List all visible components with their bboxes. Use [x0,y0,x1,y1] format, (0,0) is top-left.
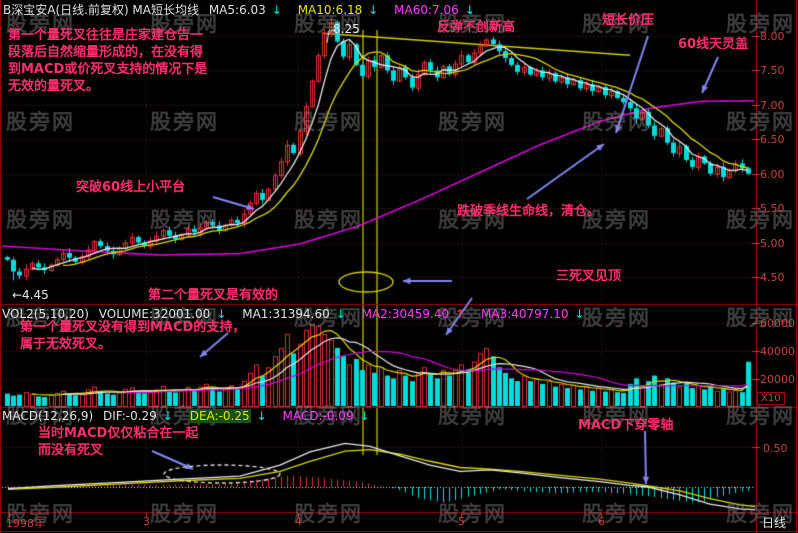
macd-indicator-name: MACD(12,26,9) [2,409,94,423]
volume-axis-label: 20000 [760,373,795,386]
ma5-down-arrow-icon: ↓ [271,3,282,17]
price-axis-label: 5.00 [760,236,785,250]
period-label[interactable]: 日线 [762,516,787,530]
macd-down-arrow-icon: ↓ [359,409,370,423]
ma60-value: MA60:7.06 ↓ [394,3,475,17]
dif-value: DIF:-0.29 ↓ [102,409,173,423]
macd-pane-header: MACD(12,26,9) DIF:-0.29 ↓ DEA:-0.25 ↓ MACD… [2,409,382,423]
volume-axis-label: 40000 [760,345,795,358]
price-axis-label: 8.00 [760,30,785,43]
label-low-price: ←4.45 [12,288,49,302]
label-peak-price: 8.25 [333,22,360,36]
macd-value: MACD:-0.09 ↓ [282,409,370,423]
time-axis-label: 4 [295,515,302,528]
anno-break-season-line: 跌破季线生命线，清仓。 [457,204,601,219]
price-axis-label: 7.00 [760,98,785,112]
price-pane-header: B深宝安A(日线.前复权) MA短长均线 MA5:6.03 ↓ MA10:6.18… [3,1,487,18]
macd-axis-label: 0.50 [763,442,788,455]
anno-breakout-platform: 突破60线上小平台 [76,180,186,195]
ma60-down-arrow-icon: ↓ [464,3,475,17]
vol-ma3-down-arrow-icon: ↓ [574,307,585,321]
anno-three-dead-cross-top: 三死叉见顶 [556,269,622,284]
anno-macd-cross-below-zero: MACD下穿零轴 [578,418,674,433]
volume-unit-badge: X10 [757,392,785,405]
dea-down-arrow-icon: ↓ [256,409,267,423]
price-axis-label: 5.50 [760,202,785,216]
anno-first-volume-cross-note: 第一个量死叉往往是庄家建仓告一 段落后自然缩量形成的，在没有得 到MACD或价死… [8,28,208,94]
price-axis-label: 6.50 [760,133,785,147]
vol-ma1-value: MA1:31394.60 ↓ [242,307,346,321]
dif-down-arrow-icon: ↓ [162,409,173,423]
anno-macd-glued-no-cross: 当时MACD仅仅粘合在一起 而没有死叉 [38,426,199,458]
vol-ma2-up-arrow-icon: ↑ [455,307,466,321]
volume-pane-header: VOL2(5,10,20) VOLUME:32001.00 ↓ MA1:31394… [2,307,597,321]
vol-ma2-value: MA2:30459.40 ↑ [361,307,466,321]
ma5-value: MA5:6.03 ↓ [208,3,282,17]
time-axis-label: 3 [143,515,150,528]
ma10-value: MA10:6.18 ↓ [297,3,379,17]
price-axis-label: 4.50 [760,271,785,284]
anno-rebound-no-new-high: 反弹不创新高 [437,20,516,35]
ma10-down-arrow-icon: ↓ [368,3,379,17]
time-axis-label: 5 [458,515,465,528]
vol-ma1-down-arrow-icon: ↓ [335,307,346,321]
volume-axis-label: 60000 [760,317,795,330]
price-axis-label: 6.00 [760,167,785,181]
anno-first-cross-no-macd-support: 第一个量死叉没有得到MACD的支持， 属于无效死叉。 [20,320,246,352]
time-axis-label: 1998年 [6,517,45,530]
anno-second-volume-cross-valid: 第二个量死叉是有效的 [148,288,279,303]
stock-title: B深宝安A(日线.前复权) MA短长均线 [3,3,199,17]
anno-short-long-price-pressure: 短长价压 [602,13,655,28]
price-axis-label: 7.50 [760,64,785,78]
dea-value: DEA:-0.25 ↓ [188,409,267,423]
time-axis-label: 6 [598,515,605,528]
vol-ma3-value: MA3:40797.10 ↓ [481,307,585,321]
volume-value: VOLUME:32001.00 ↓ [98,307,227,321]
anno-60line-ceiling: 60线天灵盖 [678,37,749,52]
volume-down-arrow-icon: ↓ [216,307,227,321]
vol-indicator-name: VOL2(5,10,20) [2,307,89,321]
